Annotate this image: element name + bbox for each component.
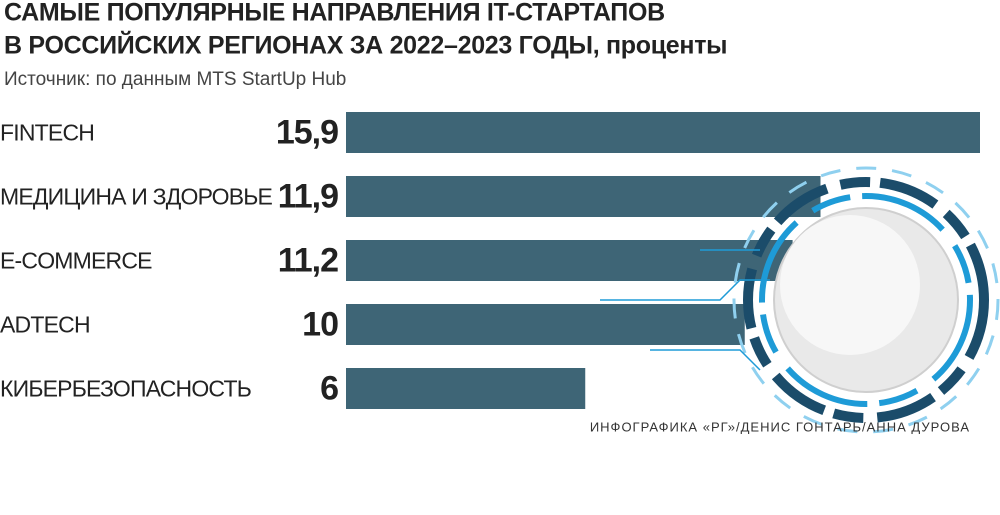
chart-subtitle: Источник: по данным MTS StartUp Hub	[4, 69, 346, 90]
category-label: КИБЕРБЕЗОПАСНОСТЬ	[0, 376, 251, 402]
bar	[346, 368, 586, 409]
category-label: E-COMMERCE	[0, 248, 152, 274]
category-label: FINTECH	[0, 120, 94, 146]
bar	[346, 304, 745, 345]
credit: ИНФОГРАФИКА «РГ»/ДЕНИС ГОНТАРЬ/АННА ДУРО…	[590, 419, 970, 434]
ring	[743, 177, 989, 423]
value-label: 15,9	[276, 113, 338, 151]
bar	[346, 112, 980, 153]
decoration	[600, 166, 1000, 434]
value-label: 10	[302, 305, 338, 343]
value-label: 11,9	[278, 177, 338, 215]
category-label: МЕДИЦИНА И ЗДОРОВЬЕ	[0, 184, 273, 210]
bar	[346, 240, 793, 281]
chart-title: В РОССИЙСКИХ РЕГИОНАХ ЗА 2022–2023 ГОДЫ,…	[4, 30, 727, 60]
category-label: ADTECH	[0, 312, 90, 338]
chart-title: САМЫЕ ПОПУЛЯРНЫЕ НАПРАВЛЕНИЯ IT-СТАРТАПО…	[4, 0, 665, 27]
ring	[759, 193, 973, 407]
bars	[346, 112, 980, 409]
value-label: 11,2	[278, 241, 338, 279]
disc-highlight	[780, 215, 920, 355]
bar	[346, 176, 821, 217]
ring	[732, 166, 1000, 434]
circuit	[600, 249, 770, 371]
value-label: 6	[320, 369, 338, 407]
